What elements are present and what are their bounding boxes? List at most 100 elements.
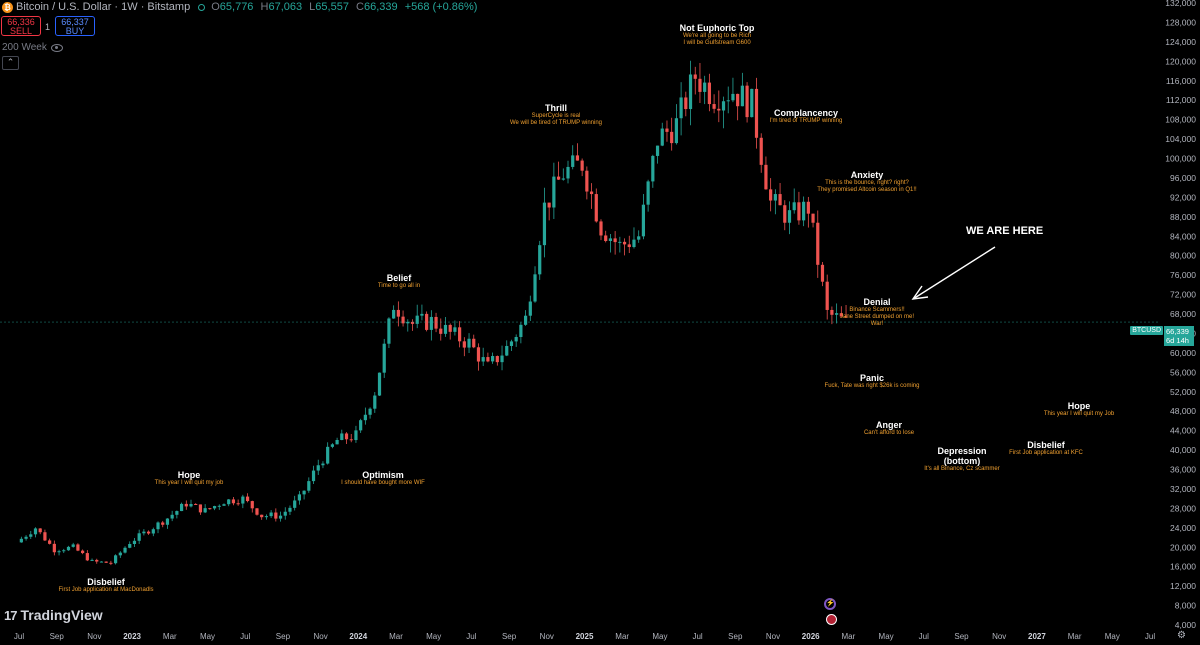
- time-tick-label: May: [1105, 632, 1120, 641]
- annotation-subtitle: SuperCycle is real: [531, 113, 581, 119]
- annotation-title-2: (bottom): [943, 456, 981, 466]
- indicator-legend[interactable]: 200 Week: [2, 42, 63, 53]
- candle-body: [212, 506, 217, 509]
- candle-body: [820, 264, 825, 282]
- candle-body: [316, 465, 320, 471]
- candle-body: [349, 439, 353, 441]
- candle-body: [717, 108, 721, 111]
- sell-button[interactable]: 66,336 SELL: [1, 16, 41, 36]
- candle-body: [311, 470, 316, 482]
- price-tick-label: 4,000: [1175, 620, 1197, 630]
- tradingview-name: TradingView: [20, 607, 103, 623]
- price-tick-label: 32,000: [1170, 484, 1196, 494]
- candle-body: [429, 316, 433, 330]
- time-tick-label: Jul: [240, 632, 250, 641]
- candle-body: [759, 137, 763, 165]
- candle-body: [189, 503, 193, 507]
- candle-body: [114, 555, 118, 564]
- we-are-here-label: WE ARE HERE: [966, 225, 1044, 237]
- annotation-subtitle: Can't afford to lose: [863, 430, 915, 436]
- annotation-title: Hope: [1067, 401, 1091, 411]
- candle-body: [184, 503, 188, 507]
- candle-body: [326, 446, 330, 464]
- annotation-title: Belief: [386, 273, 412, 283]
- candle-body: [198, 504, 203, 513]
- candle-body: [769, 189, 773, 201]
- time-tick-label: May: [426, 632, 441, 641]
- annotation-subtitle: This is the bounce, right? right?: [825, 180, 909, 186]
- candle-body: [453, 327, 457, 332]
- events-icon[interactable]: ⚡: [824, 598, 836, 610]
- tradingview-mark-icon: 17: [4, 607, 18, 623]
- sell-price: 66,336: [7, 17, 35, 27]
- tradingview-logo: 17 TradingView: [4, 607, 103, 623]
- annotation-subtitle-2: Jane Street dumped on me!: [839, 314, 915, 320]
- candle-body: [439, 328, 443, 334]
- annotation-subtitle-3: War!: [870, 321, 884, 327]
- annotation-anger: Anger Can't afford to lose: [864, 420, 914, 437]
- buy-label: BUY: [65, 26, 85, 36]
- annotation-subtitle-2: We will be tired of TRUMP winning: [509, 120, 603, 126]
- candle-body: [491, 356, 495, 362]
- candle-body: [481, 357, 485, 362]
- time-tick-label: Sep: [50, 632, 65, 641]
- annotation-hope-2023: Hope This year I will quit my job: [155, 470, 224, 487]
- candle-body: [830, 309, 834, 315]
- candle-body: [288, 507, 292, 512]
- candle-body: [387, 318, 391, 344]
- annotation-title: Panic: [859, 373, 884, 383]
- gear-icon[interactable]: ⚙: [1177, 630, 1186, 641]
- candle-body: [665, 128, 669, 132]
- time-tick-label: 2024: [349, 632, 367, 641]
- candle-body: [528, 301, 532, 316]
- candle-body: [792, 202, 796, 211]
- candle-body: [726, 100, 730, 102]
- candle-body: [707, 82, 711, 105]
- price-tick-label: 92,000: [1170, 192, 1196, 202]
- candle-body: [811, 213, 815, 223]
- annotation-subtitle: This year I will quit my Job: [1043, 411, 1115, 417]
- close-value: 66,339: [363, 1, 398, 13]
- candle-body: [764, 164, 768, 190]
- candle-body: [637, 236, 641, 240]
- bitcoin-icon: ₿: [2, 1, 13, 13]
- eye-icon[interactable]: [50, 43, 63, 52]
- candle-body: [264, 516, 269, 518]
- price-tick-label: 96,000: [1170, 173, 1196, 183]
- candle-body: [137, 533, 141, 541]
- candle-body: [99, 561, 104, 563]
- annotation-disbelief-2027: Disbelief First Job application at KFC: [1009, 440, 1083, 457]
- price-tick-label: 36,000: [1170, 465, 1196, 475]
- candle-body: [542, 202, 547, 246]
- us-flag-icon[interactable]: [826, 614, 837, 625]
- candle-body: [693, 74, 697, 79]
- buy-price: 66,337: [61, 17, 89, 27]
- price-tick-label: 76,000: [1170, 270, 1196, 280]
- candle-body: [594, 194, 598, 222]
- annotation-panic: Panic Fuck, Tate was right $26k is comin…: [825, 373, 920, 390]
- candle-body: [750, 88, 754, 118]
- price-tick-label: 116,000: [1166, 76, 1196, 86]
- candle-body: [227, 499, 231, 505]
- symbol-header: ₿ Bitcoin / U.S. Dollar · 1W · Bitstamp …: [0, 0, 481, 14]
- ticker-tag: BTCUSD: [1130, 326, 1163, 335]
- candle-body: [613, 238, 617, 243]
- candle-body: [344, 433, 349, 440]
- candle-body: [646, 181, 650, 205]
- candle-body: [43, 532, 47, 541]
- annotation-subtitle: First Job application at MacDonadls: [58, 587, 154, 593]
- candle-body: [622, 241, 627, 245]
- time-tick-label: Mar: [615, 632, 629, 641]
- candle-body: [745, 85, 749, 118]
- candle-body: [335, 440, 339, 445]
- buy-button[interactable]: 66,337 BUY: [55, 16, 95, 36]
- close-label: C: [356, 1, 364, 13]
- candle-body: [783, 205, 787, 223]
- collapse-legend-button[interactable]: ⌃: [2, 56, 19, 70]
- candle-body: [632, 239, 636, 248]
- price-tick-label: 8,000: [1175, 601, 1197, 611]
- candle-body: [85, 553, 89, 561]
- symbol-title[interactable]: Bitcoin / U.S. Dollar · 1W · Bitstamp: [16, 1, 191, 13]
- price-tick-label: 12,000: [1170, 581, 1196, 591]
